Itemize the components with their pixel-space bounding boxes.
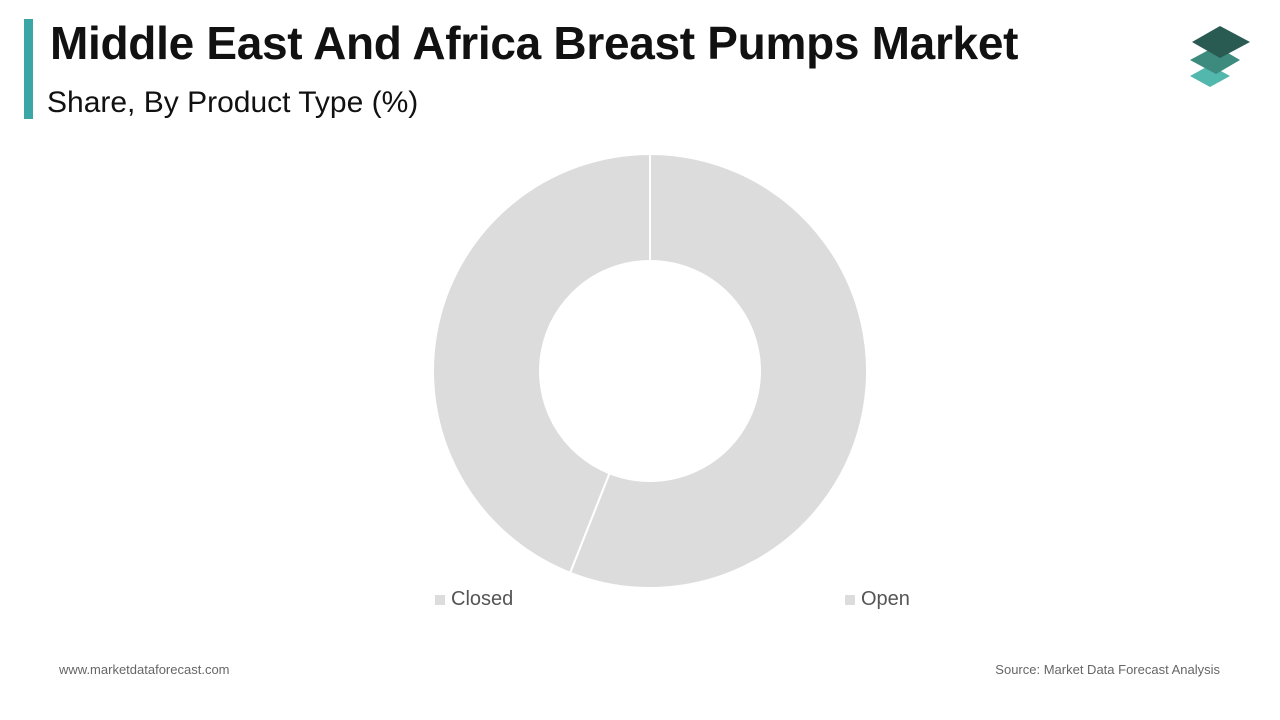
legend-swatch-open xyxy=(845,594,855,605)
donut-slice-open xyxy=(568,152,868,589)
donut-slices xyxy=(432,152,868,589)
footer-website: www.marketdataforecast.com xyxy=(59,662,230,677)
page-subtitle: Share, By Product Type (%) xyxy=(47,86,419,119)
stacked-layers-icon xyxy=(1186,22,1252,92)
legend-label-closed: Closed xyxy=(451,588,514,610)
page-title: Middle East And Africa Breast Pumps Mark… xyxy=(50,17,1019,69)
footer-source: Source: Market Data Forecast Analysis xyxy=(995,662,1220,677)
legend-item-open: Open xyxy=(845,588,910,611)
title-accent-bar xyxy=(24,19,33,119)
donut-slice-closed xyxy=(432,152,651,575)
legend-swatch-closed xyxy=(435,594,445,605)
legend-label-open: Open xyxy=(861,588,910,610)
logo-layer-top xyxy=(1192,26,1250,58)
legend-item-closed: Closed xyxy=(435,588,513,611)
